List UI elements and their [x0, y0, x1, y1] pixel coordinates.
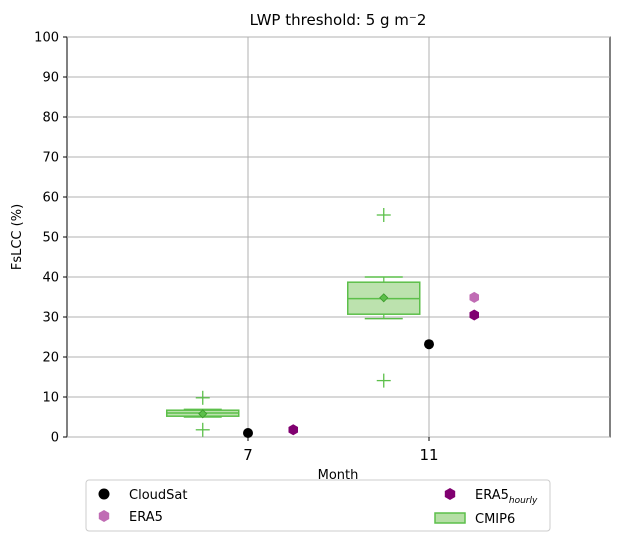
- era5-hourly-point: [469, 309, 480, 321]
- x-axis-label: Month: [318, 468, 359, 483]
- legend-item-cloudsat: CloudSat: [98, 488, 187, 503]
- y-tick-label: 70: [42, 151, 59, 166]
- legend-marker: [444, 488, 456, 500]
- era5-hourly-point: [288, 424, 299, 436]
- cloudsat-point: [243, 428, 253, 438]
- cloudsat-point: [424, 339, 434, 350]
- era5-point: [469, 291, 480, 303]
- chart-title: LWP threshold: 5 g m⁻2: [250, 11, 427, 29]
- grid-lines: [67, 36, 610, 438]
- cmip6-mean: [198, 409, 208, 419]
- y-tick-label: 40: [42, 271, 59, 286]
- legend-item-era5: ERA5: [98, 510, 163, 525]
- legend-marker: [434, 512, 466, 524]
- x-tick-label: 11: [419, 446, 438, 464]
- y-tick-label: 20: [42, 351, 59, 366]
- cmip6-outlier: [195, 422, 210, 437]
- y-tick-label: 100: [34, 31, 59, 46]
- y-tick-label: 0: [51, 431, 59, 446]
- data-points: [243, 291, 480, 438]
- legend-item-cmip6: CMIP6: [434, 512, 515, 527]
- y-tick-label: 50: [42, 231, 59, 246]
- legend-frame: [85, 479, 551, 532]
- legend-marker: [98, 488, 110, 500]
- y-tick-label: 30: [42, 311, 59, 326]
- y-axis-label: FsLCC (%): [10, 204, 25, 270]
- y-tick-label: 10: [42, 391, 59, 406]
- y-tick-label: 80: [42, 111, 59, 126]
- cmip6-outlier: [376, 373, 391, 388]
- legend-label: CMIP6: [475, 512, 515, 527]
- cmip6-outlier: [195, 390, 210, 405]
- legend-label: CloudSat: [129, 488, 187, 503]
- axes: 0 10 20 30 40 50 60 70 80 90 100 7 11: [34, 31, 438, 465]
- cmip6-boxes: [166, 208, 421, 437]
- legend-label-subscript: hourly: [509, 496, 538, 506]
- y-tick-label: 60: [42, 191, 59, 206]
- cmip6-mean: [379, 293, 389, 303]
- cmip6-outlier: [376, 208, 391, 222]
- y-tick-label: 90: [42, 71, 59, 86]
- legend-label: ERA5: [129, 510, 163, 525]
- legend-marker: [98, 510, 110, 522]
- x-tick-label: 7: [243, 446, 253, 464]
